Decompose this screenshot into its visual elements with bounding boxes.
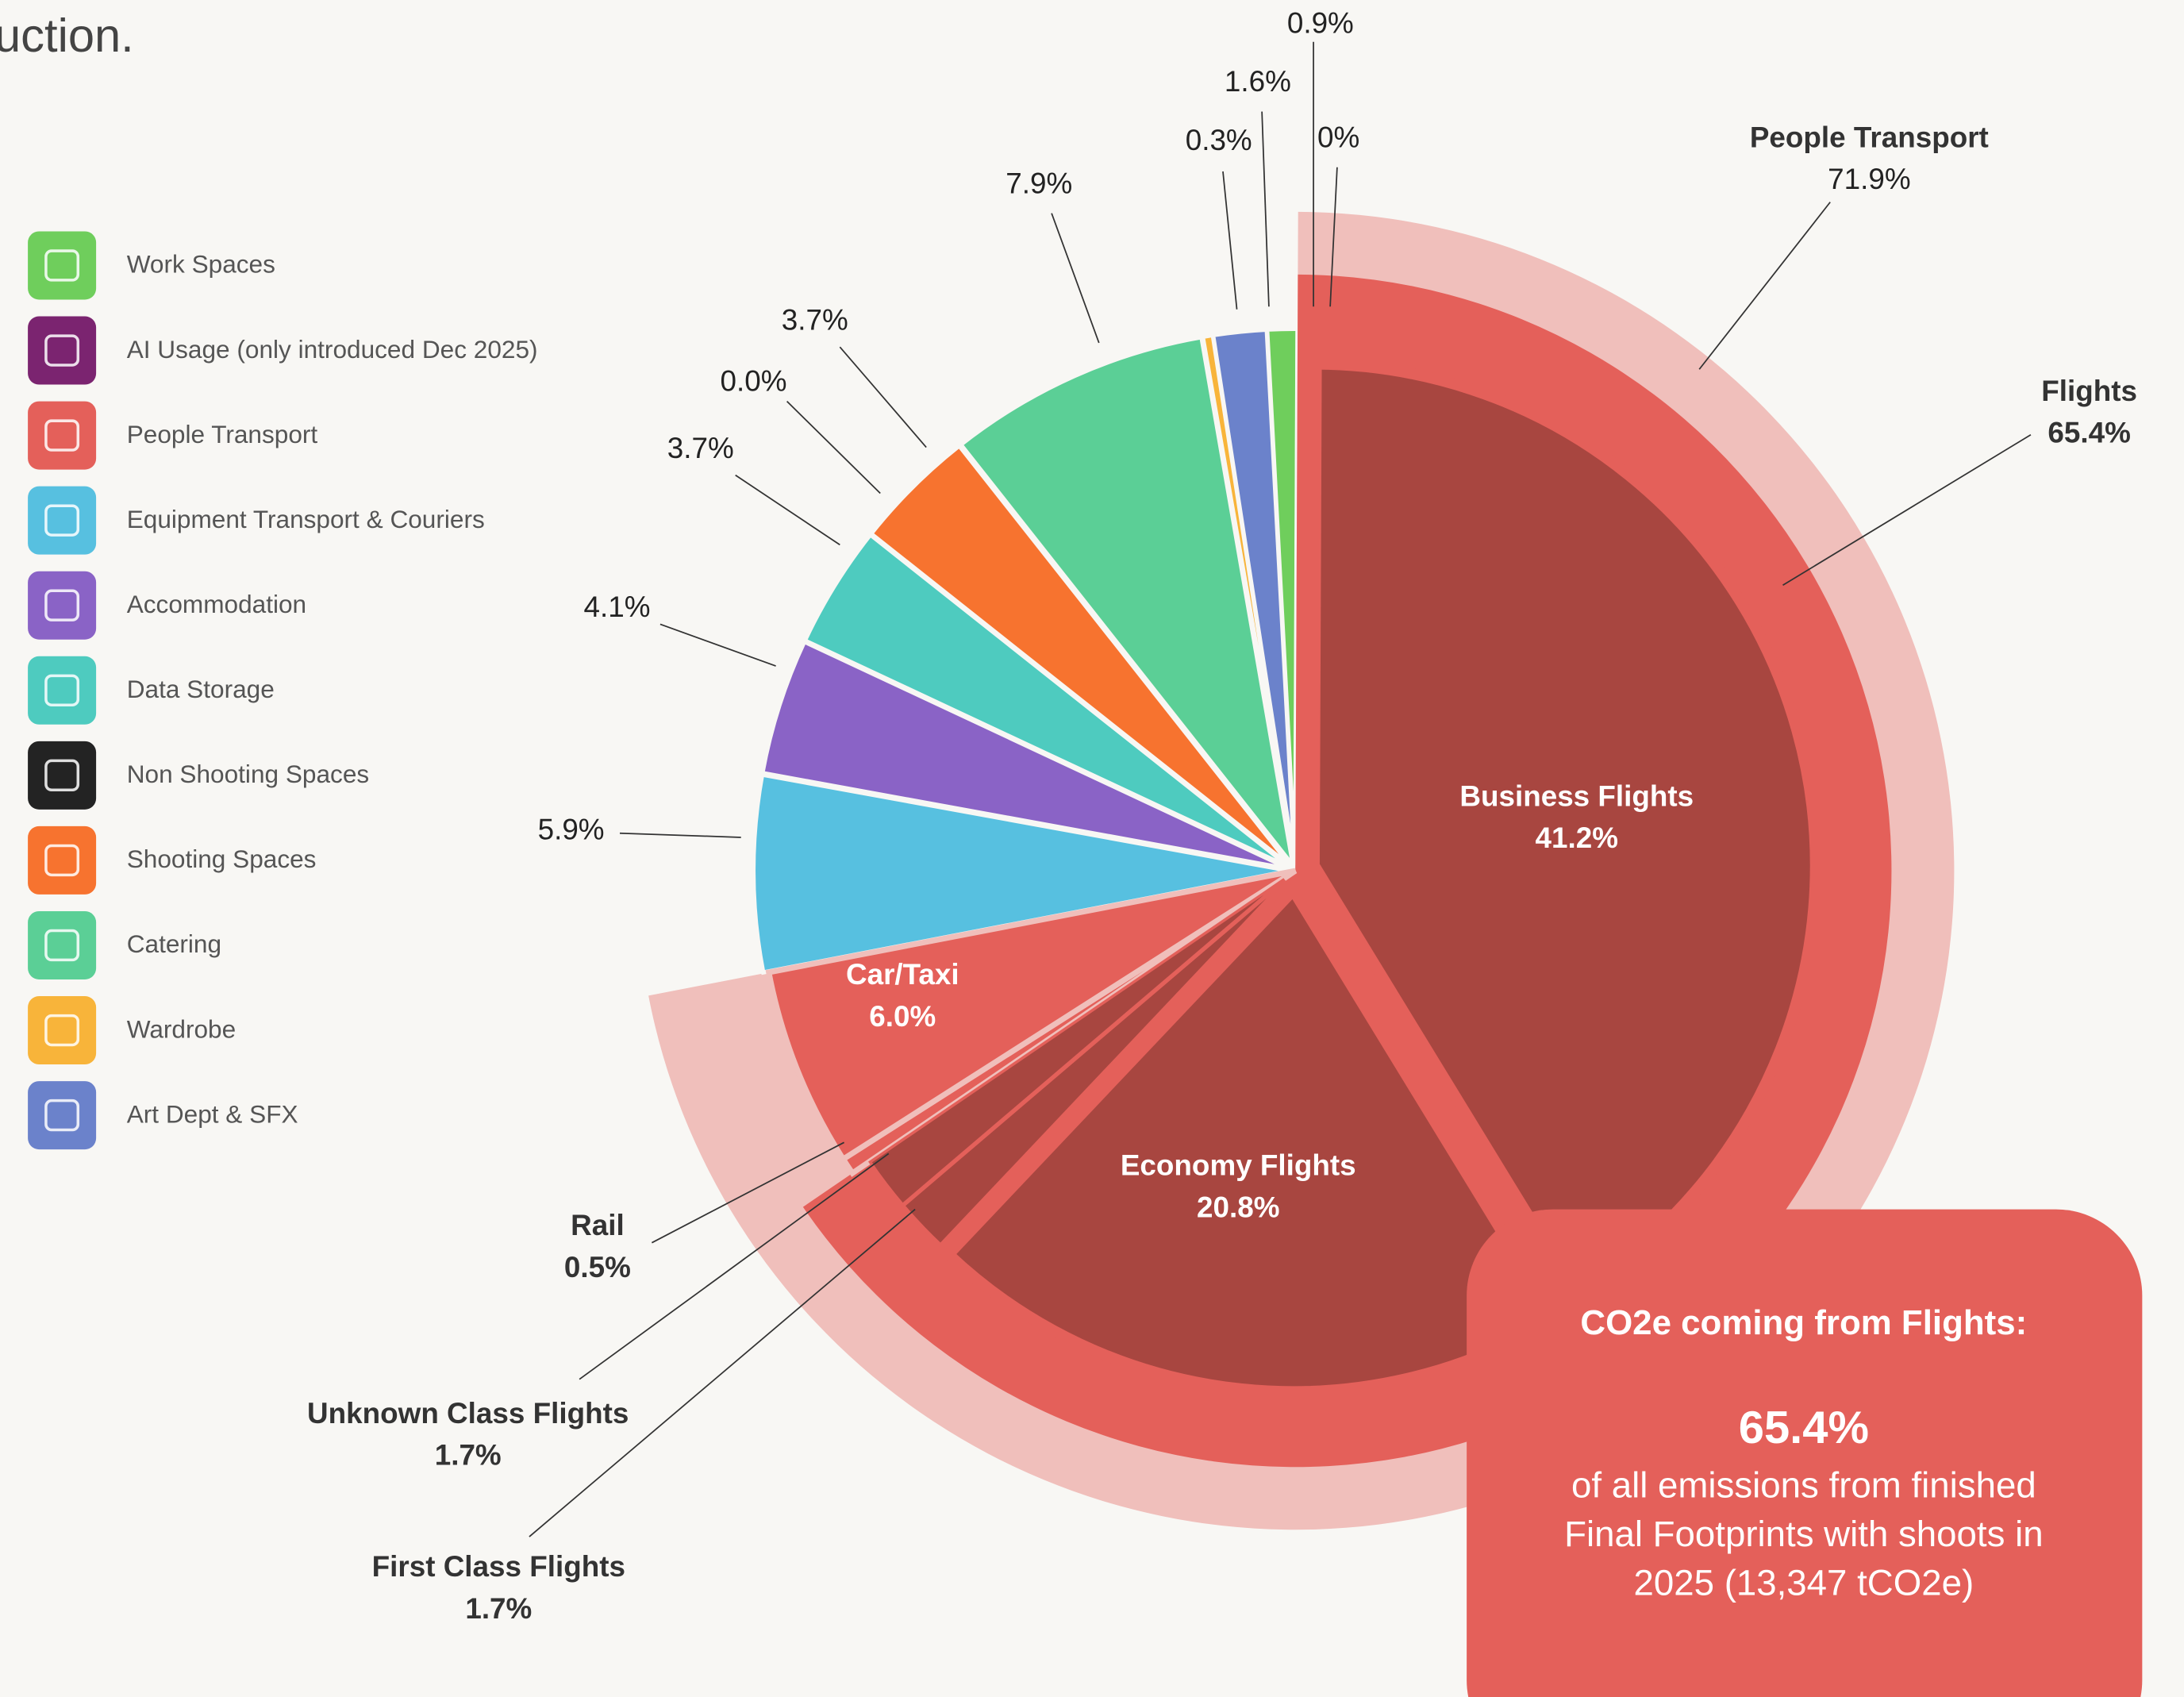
value-label: 0.9% [1287,6,1354,39]
value-label: 3.7% [782,303,848,336]
callout-value: 65.4% [1739,1403,1869,1453]
value-label: 41.2% [1536,822,1618,854]
value-label: 1.7% [435,1439,502,1472]
value-label: 3.7% [667,432,734,464]
callout-text: of all emissions from finished [1571,1465,2036,1506]
legend-glyph [44,1014,80,1047]
legend-label: Work Spaces [127,250,275,279]
slice-label: Car/Taxi [846,958,959,991]
legend-icon [28,1081,97,1150]
flight-class-slice [1308,358,1821,1302]
slice-label: Business Flights [1459,780,1694,813]
value-label: 1.7% [465,1592,532,1625]
leader-line [1051,213,1100,344]
slice-label: Economy Flights [1121,1149,1356,1182]
legend-glyph [44,334,80,367]
pie [648,211,1955,1530]
leader-line [529,1208,916,1537]
callout-text: Final Footprints with shoots in [1564,1514,2044,1554]
slice-label: Unknown Class Flights [307,1397,629,1430]
slice-label: Rail [571,1209,625,1241]
value-label: 5.9% [538,814,605,846]
leader-line [735,474,840,546]
legend-label: Wardrobe [127,1014,236,1043]
value-label: 6.0% [869,1000,936,1033]
breakdown-slice [765,868,1298,1164]
callout: CO2e coming from Flights: 65.4% of all e… [1467,1209,2143,1697]
leader-line [1261,111,1270,307]
value-label: 4.1% [584,591,651,623]
slice [958,334,1295,868]
legend-icon [28,656,97,725]
legend-label: Data Storage [127,675,275,703]
slice-label: Flights [2041,375,2137,407]
legend-glyph [44,759,80,792]
legend-label: AI Usage (only introduced Dec 2025) [127,335,538,364]
legend-label: Equipment Transport & Couriers [127,505,485,533]
legend-glyph [44,929,80,962]
legend-label: People Transport [127,420,318,448]
legend-icon [28,825,97,895]
legend-icon [28,486,97,555]
slice [759,639,1291,872]
leader-line [651,1141,844,1244]
leader-line [579,1152,890,1380]
value-label: 0.0% [721,365,787,398]
value-label: 1.6% [1225,65,1291,98]
legend-label: Shooting Spaces [127,845,317,873]
leader-line [1782,433,2032,587]
legend-glyph [44,1099,80,1132]
leader-line [659,623,776,667]
value-label: 0.5% [564,1251,631,1283]
slice [868,442,1294,869]
value-label: 71.9% [1828,163,1910,195]
legend-icon [28,996,97,1065]
legend-label: Non Shooting Spaces [127,760,369,788]
legend-glyph [44,249,80,282]
legend-glyph [44,504,80,537]
value-label: 0% [1317,121,1359,153]
value-label: 65.4% [2048,416,2130,448]
legend-label: Catering [127,929,221,958]
legend-icon [28,231,97,300]
legend-icon [28,741,97,810]
legend-glyph [44,844,80,877]
value-label: 7.9% [1005,167,1072,199]
legend-glyph [44,419,80,452]
slice-label: People Transport [1750,121,1989,153]
legend-label: Accommodation [127,590,306,618]
flight-class-slice [868,878,1286,1207]
leader-line [1698,202,1831,370]
labels: 0.9% 0% People Transport 71.9% 5.9% 4.1% 3.7% 0… [307,6,2137,1624]
value-label: 0.3% [1186,124,1252,156]
legend-label: Art Dept & SFX [127,1099,298,1128]
leader-line [1222,171,1238,310]
leader-line [619,832,741,838]
legend-icon [28,401,97,470]
callout-title: CO2e coming from Flights: [1580,1303,2027,1342]
legend-icon [28,316,97,385]
intro-text: uction. [0,9,134,62]
leader-line [839,346,927,448]
callout-text: 2025 (13,347 tCO2e) [1634,1562,1974,1603]
leader-line [1329,167,1338,307]
leader-line [786,400,881,494]
slice [1210,327,1298,866]
legend-icon [28,910,97,979]
slice-label: First Class Flights [372,1550,625,1583]
callout-box [1467,1209,2143,1697]
legend: Work Spaces AI Usage (only introduced Dec… [28,231,538,1150]
flight-class-slice [902,879,1286,1247]
value-label: 20.8% [1197,1191,1279,1223]
legend-glyph [44,589,80,621]
legend-icon [28,571,97,640]
slice [751,772,1290,975]
legend-glyph [44,674,80,706]
